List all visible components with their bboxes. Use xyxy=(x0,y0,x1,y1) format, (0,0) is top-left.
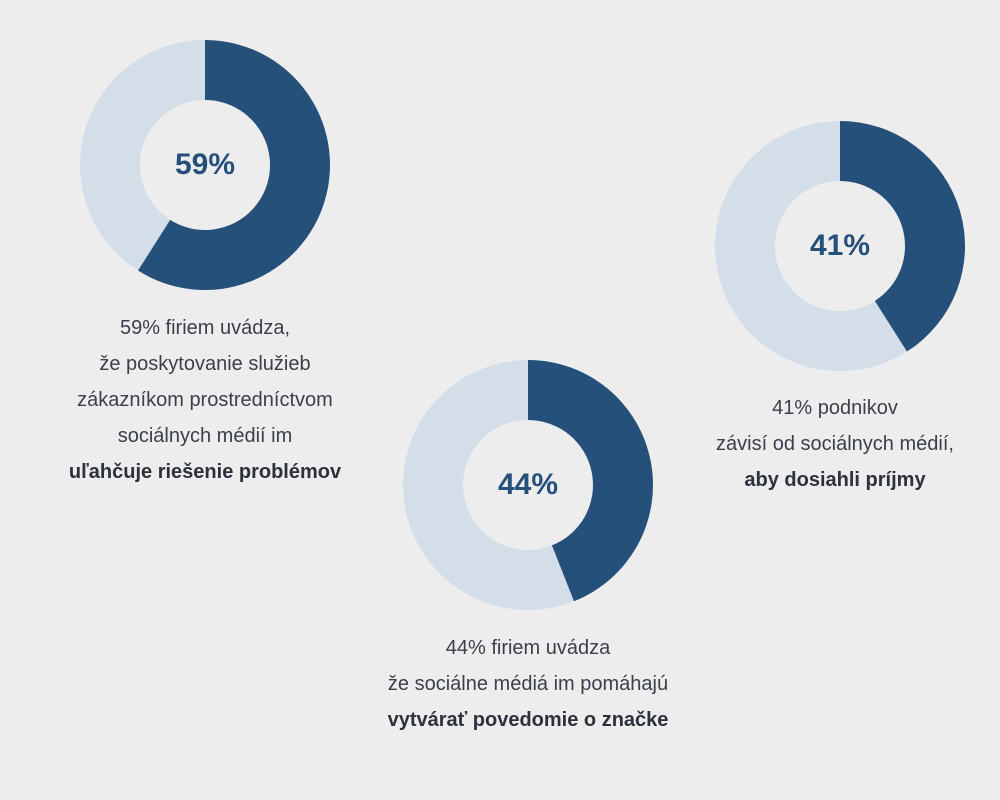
caption-line: sociálnych médií im xyxy=(117,425,293,447)
caption-44: 44% firiem uvádza že sociálne médiá im p… xyxy=(353,630,703,738)
donut-percentage-label: 59% xyxy=(174,148,236,181)
caption-line: že poskytovanie služieb xyxy=(99,353,311,375)
donut-chart-44: 44% xyxy=(402,359,654,611)
donut-chart-41: 41% xyxy=(714,120,966,372)
donut-svg-59 xyxy=(80,40,331,290)
caption-41: 41% podnikov závisí od sociálnych médií,… xyxy=(685,390,985,498)
donut-percentage-label: 44% xyxy=(497,468,559,501)
donut-segment-value xyxy=(138,40,331,290)
caption-line: 41% podnikov xyxy=(772,397,898,419)
caption-line: zákazníkom prostredníctvom xyxy=(77,389,333,411)
donut-segment-value xyxy=(840,121,965,352)
caption-line: 44% firiem uvádza xyxy=(445,637,611,659)
caption-bold-line: aby dosiahli príjmy xyxy=(744,469,926,491)
caption-line: závisí od sociálnych médií, xyxy=(716,433,954,455)
donut-segment-remaining xyxy=(715,121,907,371)
caption-bold-line: uľahčuje riešenie problémov xyxy=(68,461,342,483)
caption-bold-line: vytvárať povedomie o značke xyxy=(387,709,669,731)
donut-segment-value xyxy=(528,360,654,602)
donut-segment-remaining xyxy=(403,360,575,610)
donut-svg-44 xyxy=(403,360,654,610)
donut-svg-41 xyxy=(715,121,965,371)
caption-line: 59% firiem uvádza, xyxy=(119,317,291,339)
caption-line: že sociálne médiá im pomáhajú xyxy=(387,673,669,695)
donut-segment-remaining xyxy=(80,40,205,271)
donut-chart-59: 59% xyxy=(79,39,331,291)
donut-percentage-label: 41% xyxy=(809,229,871,262)
caption-59: 59% firiem uvádza, že poskytovanie služi… xyxy=(55,310,355,490)
